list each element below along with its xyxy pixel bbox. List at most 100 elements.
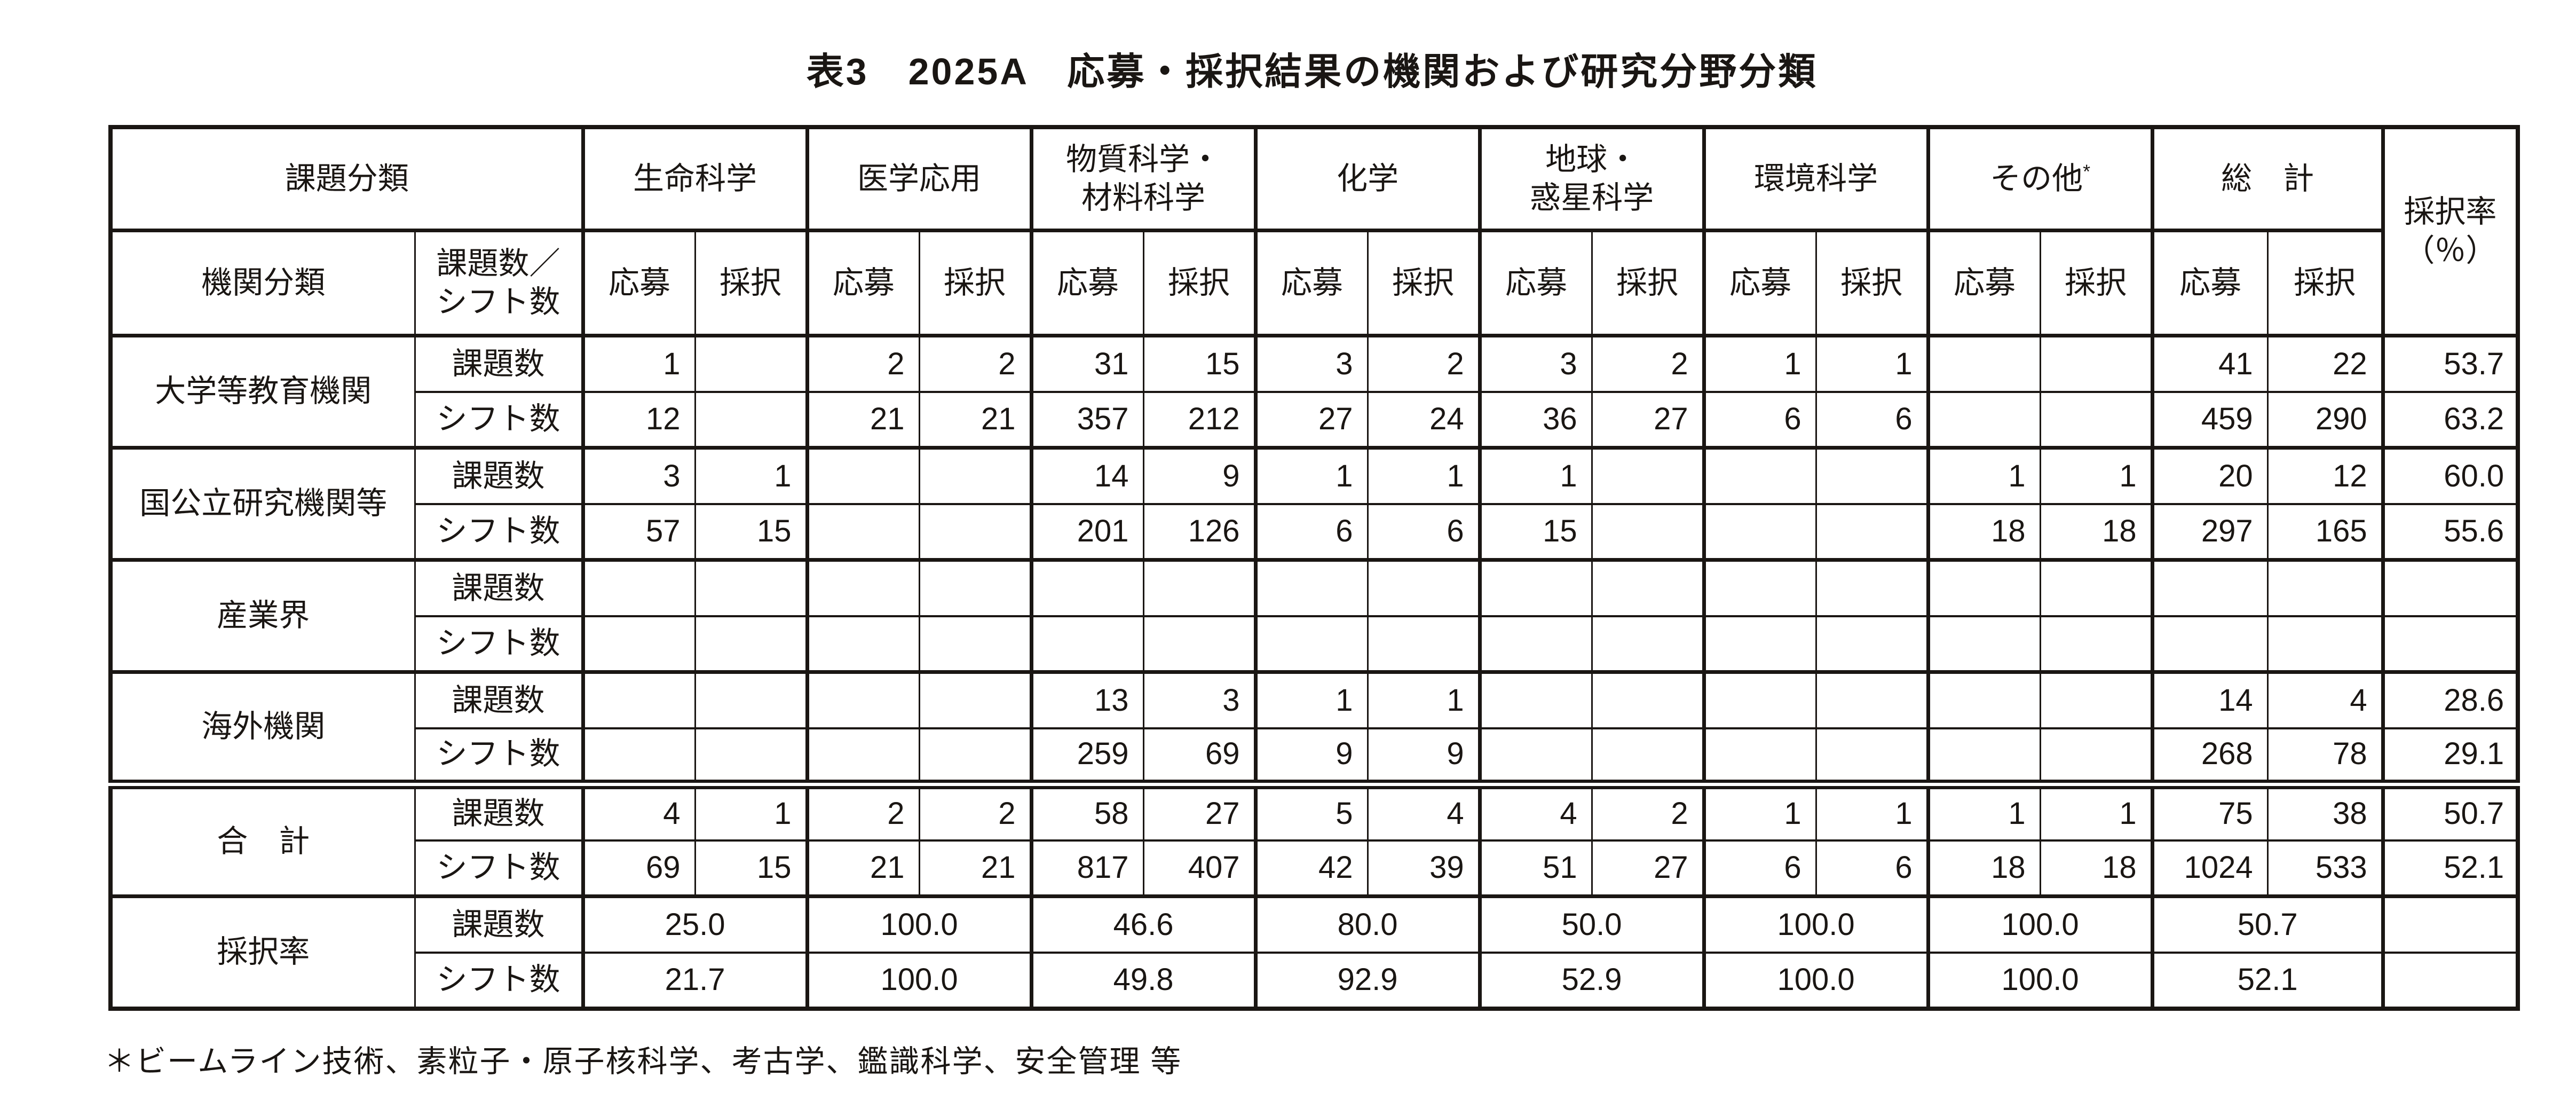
cell (918, 502, 1032, 561)
cell: 18 (1926, 839, 2041, 898)
corner-header-institution: 機関分類 (109, 229, 416, 337)
cell: 201 (1029, 502, 1144, 561)
cell (1702, 558, 1817, 617)
cell (1702, 615, 1817, 673)
cell: 15 (694, 839, 808, 898)
cell (2039, 558, 2153, 617)
field-header-environment: 環境科学 (1702, 126, 1929, 232)
cell: 212 (1142, 390, 1257, 449)
cell (1591, 558, 1705, 617)
cell: 15 (1477, 502, 1593, 561)
cell (1029, 615, 1144, 673)
institution-label: 合 計 (109, 779, 416, 898)
count-type-label: シフト数 (414, 615, 584, 673)
cell (805, 615, 920, 673)
count-type-label: 課題数 (414, 779, 584, 842)
cell: 41 (2150, 334, 2269, 393)
rate-merged-cell: 80.0 (1253, 894, 1481, 954)
cell (918, 446, 1032, 505)
cell: 357 (1029, 390, 1144, 449)
cell (694, 615, 808, 673)
row-rate-kadai: 採択率 課題数 25.0 100.0 46.6 80.0 50.0 100.0 … (109, 894, 2519, 1010)
cell: 12 (581, 390, 696, 449)
cell (918, 670, 1032, 729)
field-header-life: 生命科学 (581, 126, 808, 232)
cell: 21 (805, 839, 920, 898)
sub-header-adopt: 採択 (918, 229, 1032, 337)
count-type-label: シフト数 (414, 502, 584, 561)
rate-merged-cell: 92.9 (1253, 951, 1481, 1010)
count-type-label: 課題数 (414, 670, 584, 729)
cell (1702, 670, 1817, 729)
cell: 27 (1591, 390, 1705, 449)
count-type-label: 課題数 (414, 558, 584, 617)
cell (1253, 558, 1369, 617)
cell: 1 (581, 334, 696, 393)
cell (918, 615, 1032, 673)
cell: 6 (1702, 390, 1817, 449)
cell (1702, 502, 1817, 561)
sub-header-apply: 応募 (1029, 229, 1144, 337)
cell (1815, 502, 1929, 561)
cell: 21 (805, 390, 920, 449)
cell: 1 (2039, 446, 2153, 505)
cell (1926, 558, 2041, 617)
rate-cell: 28.6 (2381, 670, 2519, 729)
cell (918, 727, 1032, 785)
field-header-earth: 地球・ 惑星科学 (1477, 126, 1705, 232)
cell (1477, 727, 1593, 785)
count-type-label: シフト数 (414, 727, 584, 785)
cell: 1 (1815, 334, 1929, 393)
cell: 20 (2150, 446, 2269, 505)
cell: 1 (1366, 446, 1481, 505)
sub-header-adopt: 採択 (694, 229, 808, 337)
cell: 18 (1926, 502, 2041, 561)
sub-header-apply: 応募 (581, 229, 696, 337)
row-total-kadai: 合 計 課題数 4 1 2 2 58 27 5 4 4 2 1 1 1 1 75… (109, 779, 2519, 898)
count-type-label: 課題数 (414, 334, 584, 393)
cell (1477, 558, 1593, 617)
count-type-label: シフト数 (414, 951, 584, 1010)
cell: 6 (1702, 839, 1817, 898)
cell: 2 (805, 334, 920, 393)
count-type-label: シフト数 (414, 390, 584, 449)
cell (2039, 390, 2153, 449)
cell (1926, 390, 2041, 449)
cell (1366, 558, 1481, 617)
row-industry-shift: シフト数 (110, 615, 2519, 673)
cell: 4 (2266, 670, 2384, 729)
cell (581, 615, 696, 673)
cell: 9 (1366, 727, 1481, 785)
count-type-label: 課題数 (414, 894, 584, 954)
field-header-other-label: その他 (1990, 161, 2083, 196)
cell: 1 (1702, 779, 1817, 842)
rate-cell: 53.7 (2381, 334, 2519, 393)
cell: 126 (1142, 502, 1257, 561)
rate-merged-cell: 100.0 (1926, 894, 2153, 954)
cell: 2 (1591, 779, 1705, 842)
row-rate-shift: シフト数 21.7 100.0 49.8 92.9 52.9 100.0 100… (110, 951, 2519, 1010)
cell: 1 (1253, 446, 1369, 505)
rate-cell: 63.2 (2381, 390, 2519, 449)
cell (694, 334, 808, 393)
cell (805, 558, 920, 617)
cell (1815, 727, 1929, 785)
sub-header-apply: 応募 (1702, 229, 1817, 337)
institution-label: 採択率 (109, 894, 416, 1010)
cell: 1 (1702, 334, 1817, 393)
rate-cell: 50.7 (2381, 779, 2519, 842)
rate-merged-cell: 25.0 (581, 894, 808, 954)
cell: 12 (2266, 446, 2384, 505)
field-header-medical: 医学応用 (805, 126, 1032, 232)
count-type-label: シフト数 (414, 839, 584, 898)
cell: 1 (1366, 670, 1481, 729)
rate-merged-cell: 100.0 (805, 894, 1032, 954)
sub-header-adopt: 採択 (1142, 229, 1257, 337)
cell: 39 (1366, 839, 1481, 898)
cell: 57 (581, 502, 696, 561)
rate-merged-cell: 49.8 (1029, 951, 1257, 1010)
row-univ-kadai: 大学等教育機関 課題数 1 2 2 31 15 3 2 3 2 1 1 41 2… (109, 334, 2519, 449)
cell (1142, 558, 1257, 617)
cell: 9 (1142, 446, 1257, 505)
